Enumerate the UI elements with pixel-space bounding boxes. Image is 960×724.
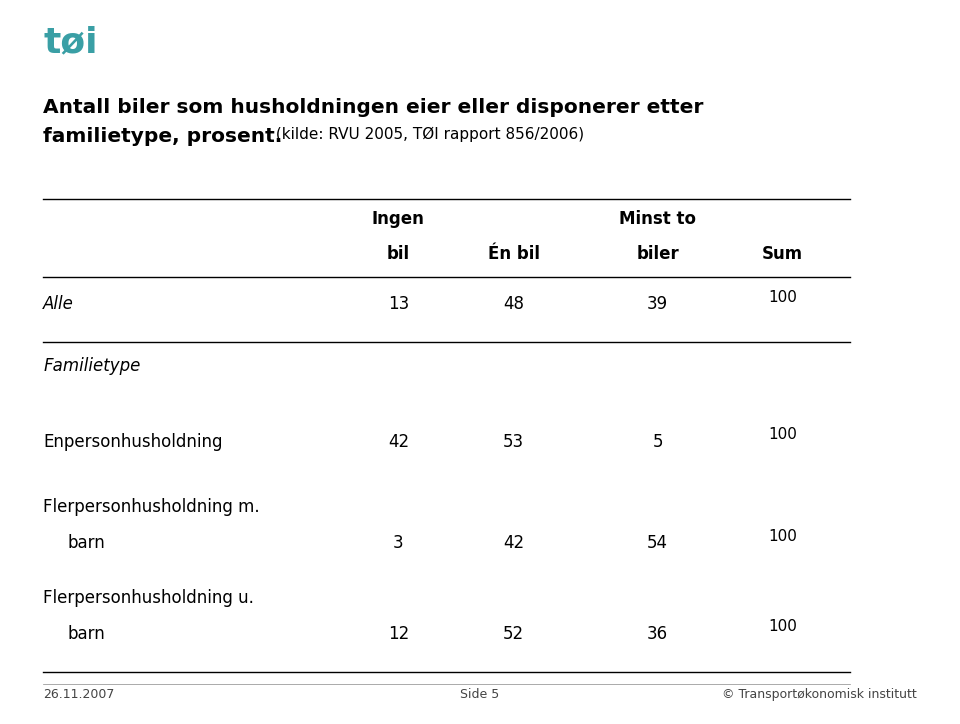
Text: Alle: Alle <box>43 295 74 313</box>
Text: familietype, prosent.: familietype, prosent. <box>43 127 282 146</box>
Text: Familietype: Familietype <box>43 357 140 375</box>
Text: 42: 42 <box>503 534 524 552</box>
Text: 26.11.2007: 26.11.2007 <box>43 688 114 701</box>
Text: Side 5: Side 5 <box>461 688 499 701</box>
Text: Ingen: Ingen <box>372 210 425 228</box>
Text: 100: 100 <box>768 290 797 305</box>
Text: 100: 100 <box>768 619 797 634</box>
Text: biler: biler <box>636 245 679 263</box>
Text: Flerpersonhusholdning u.: Flerpersonhusholdning u. <box>43 589 254 607</box>
Text: 39: 39 <box>647 295 668 313</box>
Text: bil: bil <box>387 245 410 263</box>
Text: 3: 3 <box>393 534 404 552</box>
Text: barn: barn <box>67 625 105 643</box>
Text: barn: barn <box>67 534 105 552</box>
Text: 12: 12 <box>388 625 409 643</box>
Text: 52: 52 <box>503 625 524 643</box>
Text: 100: 100 <box>768 529 797 544</box>
Text: (kilde: RVU 2005, TØI rapport 856/2006): (kilde: RVU 2005, TØI rapport 856/2006) <box>271 127 584 142</box>
Text: Flerpersonhusholdning m.: Flerpersonhusholdning m. <box>43 498 260 516</box>
Text: 100: 100 <box>768 427 797 442</box>
Text: Én bil: Én bil <box>488 245 540 263</box>
Text: 54: 54 <box>647 534 668 552</box>
Text: 36: 36 <box>647 625 668 643</box>
Text: Antall biler som husholdningen eier eller disponerer etter: Antall biler som husholdningen eier elle… <box>43 98 704 117</box>
Text: tøi: tøi <box>43 25 98 59</box>
Text: 42: 42 <box>388 433 409 451</box>
Text: Sum: Sum <box>762 245 803 263</box>
Text: 13: 13 <box>388 295 409 313</box>
Text: Minst to: Minst to <box>619 210 696 228</box>
Text: Enpersonhusholdning: Enpersonhusholdning <box>43 433 223 451</box>
Text: 48: 48 <box>503 295 524 313</box>
Text: © Transportøkonomisk institutt: © Transportøkonomisk institutt <box>722 688 917 701</box>
Text: 53: 53 <box>503 433 524 451</box>
Text: 5: 5 <box>653 433 662 451</box>
